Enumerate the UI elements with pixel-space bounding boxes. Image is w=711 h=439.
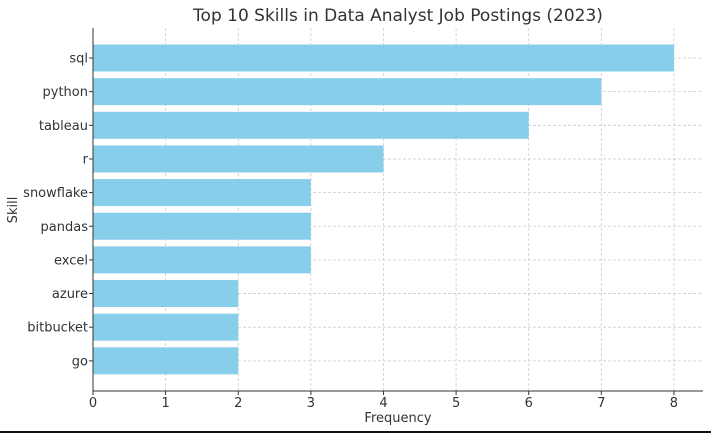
y-tick-label: sql bbox=[69, 52, 88, 67]
bar-r bbox=[93, 145, 384, 173]
y-tick-label: tableau bbox=[39, 119, 88, 134]
x-tick-label: 7 bbox=[597, 396, 605, 411]
y-tick-label: excel bbox=[54, 253, 88, 268]
x-tick-label: 3 bbox=[307, 396, 315, 411]
y-tick-label: bitbucket bbox=[27, 321, 88, 336]
bar-snowflake bbox=[93, 179, 311, 207]
x-tick-label: 0 bbox=[89, 396, 97, 411]
x-tick-label: 4 bbox=[379, 396, 387, 411]
x-axis-label: Frequency bbox=[364, 411, 431, 426]
x-tick-labels: 0 1 2 3 4 5 6 7 8 bbox=[89, 391, 678, 411]
y-tick-label: pandas bbox=[41, 220, 89, 235]
bar-bitbucket bbox=[93, 313, 239, 341]
chart-title: Top 10 Skills in Data Analyst Job Postin… bbox=[192, 6, 603, 26]
bar-python bbox=[93, 78, 602, 106]
y-tick-label: r bbox=[83, 152, 89, 167]
x-tick-label: 6 bbox=[525, 396, 533, 411]
y-tick-label: go bbox=[72, 354, 88, 369]
y-axis-label: Skill bbox=[6, 197, 21, 224]
y-tick-labels: sql python tableau r snowflake pandas excel azu… bbox=[23, 52, 93, 369]
bar-excel bbox=[93, 246, 311, 274]
x-tick-label: 5 bbox=[452, 396, 460, 411]
bar-tableau bbox=[93, 111, 529, 139]
bar-azure bbox=[93, 280, 239, 308]
bars bbox=[93, 44, 674, 375]
y-tick-label: azure bbox=[52, 287, 88, 302]
bar-pandas bbox=[93, 212, 311, 240]
bar-go bbox=[93, 347, 239, 375]
x-tick-label: 2 bbox=[234, 396, 242, 411]
y-tick-label: python bbox=[43, 85, 88, 100]
bottom-border bbox=[0, 431, 711, 433]
x-tick-label: 8 bbox=[670, 396, 678, 411]
bar-sql bbox=[93, 44, 674, 72]
y-tick-label: snowflake bbox=[23, 186, 88, 201]
x-tick-label: 1 bbox=[161, 396, 169, 411]
